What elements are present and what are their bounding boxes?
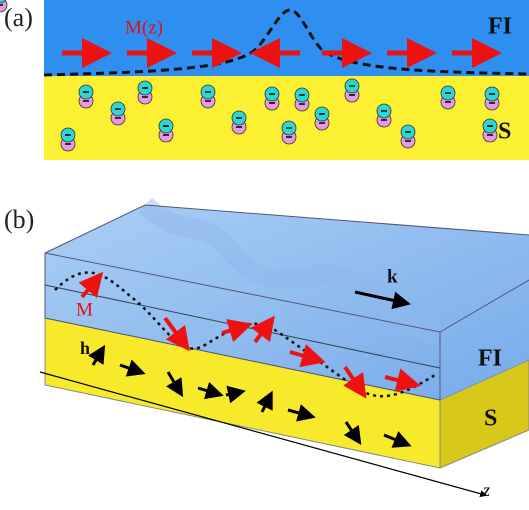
layer-label: FI	[488, 14, 512, 40]
profile	[43, 8, 529, 77]
panel-label: (b)	[4, 205, 34, 234]
s-side	[439, 359, 529, 469]
layer-label: FI	[478, 346, 502, 372]
wave-surface	[137, 197, 442, 345]
cooper-pairs	[0, 0, 500, 152]
axis-label: z	[482, 480, 490, 500]
magnetization-arrows	[78, 271, 421, 399]
magnetization-label: M(z)	[125, 17, 163, 38]
panel-b: (b)	[4, 197, 529, 500]
k-label: k	[387, 266, 398, 287]
layer-label: S	[484, 406, 497, 432]
fi-box	[45, 205, 529, 400]
panel-a: (a) M(z) FI S	[0, 0, 529, 160]
layer-label: S	[498, 119, 511, 145]
z-axis	[39, 371, 488, 498]
k-arrow	[354, 290, 411, 310]
field-arrows	[88, 344, 412, 448]
h-label: h	[80, 338, 90, 358]
magnetization-label: M	[76, 299, 93, 320]
panel-label: (a)	[4, 3, 33, 32]
